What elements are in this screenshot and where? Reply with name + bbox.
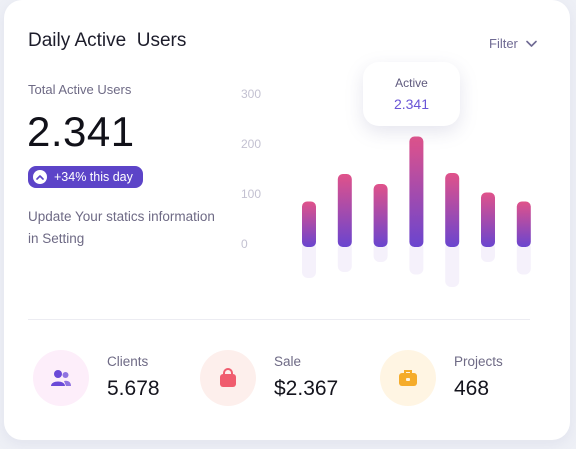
arrow-up-icon [33,170,47,184]
chevron-down-icon [526,40,537,47]
stat-projects-value: 468 [454,377,490,400]
briefcase-icon [380,350,436,406]
stat-sale-value: $2.367 [274,377,339,400]
tooltip-value: 2.341 [393,96,430,112]
settings-description: Update Your statics information in Setti… [28,209,215,246]
card-title: Daily Active Users [28,30,187,51]
stat-clients-label: Clients [107,354,149,369]
active-tooltip: Active 2.341 [363,62,460,126]
stat-projects-label: Projects [454,354,503,369]
stat-clients-value: 5.678 [107,377,160,400]
growth-badge: +34% this day [28,166,143,188]
filter-label: Filter [489,36,518,51]
total-active-users-value: 2.341 [27,108,135,155]
section-divider [28,319,530,320]
shopping-bag-icon [200,350,256,406]
filter-dropdown[interactable]: Filter [489,36,537,51]
daily-active-users-card [4,0,570,440]
total-active-users-label: Total Active Users [28,82,132,97]
growth-badge-text: +34% this day [54,170,133,184]
users-icon [33,350,89,406]
tooltip-label: Active [395,76,428,90]
stat-sale-label: Sale [274,354,302,369]
